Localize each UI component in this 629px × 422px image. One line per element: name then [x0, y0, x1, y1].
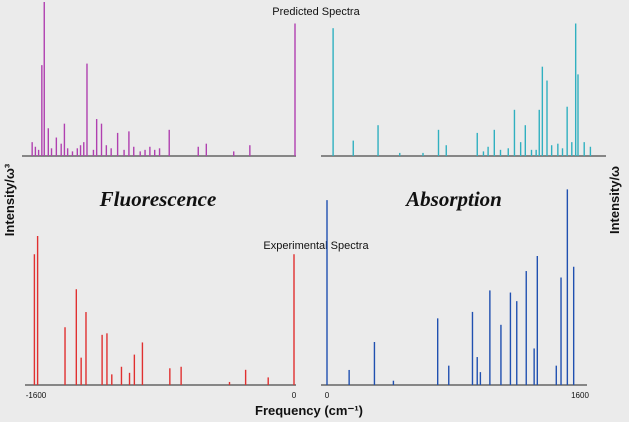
- x-axis-label: Frequency (cm⁻¹): [255, 403, 363, 418]
- y-axis-label-left: Intensity/ω³: [2, 163, 17, 236]
- experimental-absorption-panel: 0 1600: [321, 189, 589, 400]
- predicted-absorption-panel: [321, 23, 606, 157]
- x-tick-label: 0: [292, 391, 297, 400]
- x-tick-label: 1600: [571, 391, 589, 400]
- absorption-label: Absorption: [404, 187, 502, 211]
- fluorescence-label: Fluorescence: [99, 187, 217, 211]
- experimental-fluorescence-panel: -1600 0: [25, 236, 297, 400]
- experimental-spectra-title: Experimental Spectra: [263, 240, 369, 252]
- predicted-fluorescence-panel: [22, 2, 296, 157]
- x-tick-label: -1600: [26, 391, 47, 400]
- y-axis-label-right: Intensity/ω: [607, 166, 622, 234]
- predicted-spectra-title: Predicted Spectra: [272, 6, 360, 18]
- x-tick-label: 0: [325, 391, 330, 400]
